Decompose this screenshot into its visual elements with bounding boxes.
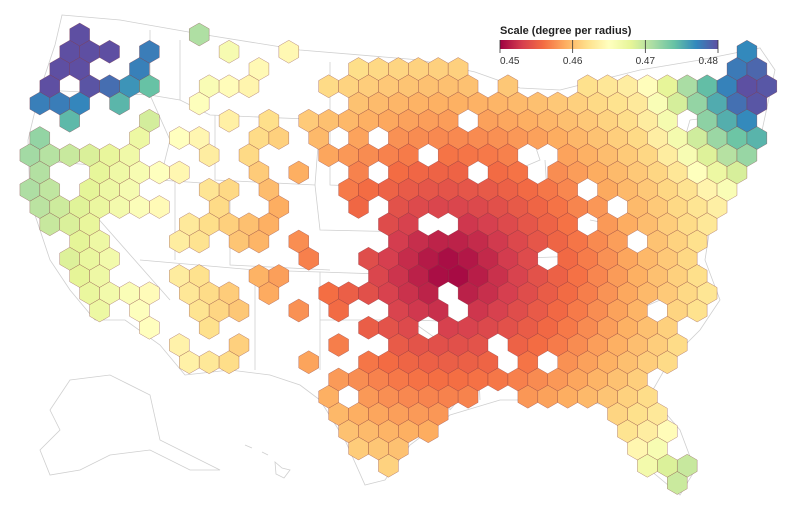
- hexbin-cell: [268, 126, 290, 150]
- legend-color-ramp: [500, 40, 718, 49]
- hexbin-cell: [657, 350, 678, 375]
- hexbin-cell: [288, 298, 309, 323]
- hexbin-layer: [19, 22, 778, 495]
- hexbin-cell: [378, 453, 399, 478]
- hexbin-cell: [109, 91, 130, 116]
- hexbin-cell: [198, 350, 220, 375]
- hexbin-cell: [278, 39, 300, 64]
- hexbin-cell: [139, 74, 160, 99]
- alaska-outline: [39, 374, 221, 476]
- hexbin-cell: [99, 39, 120, 64]
- legend-title: Scale (degree per radius): [500, 25, 632, 37]
- hexbin-cell: [298, 350, 319, 375]
- hexbin-cell: [238, 74, 260, 99]
- hexbin-cell: [348, 195, 369, 219]
- color-legend: Scale (degree per radius) 0.45 0.46 0.47 0.…: [499, 25, 719, 67]
- hexbin-cell: [318, 74, 339, 99]
- hexbin-cell: [169, 126, 190, 150]
- hexbin-cell: [218, 74, 240, 99]
- hexbin-cell: [298, 246, 319, 271]
- legend-axis: 0.45 0.46 0.47 0.48: [499, 40, 719, 67]
- hexbin-cell: [59, 143, 80, 168]
- hexbin-cell: [218, 350, 240, 375]
- hexbin-cell: [686, 298, 708, 323]
- hexbin-cell: [59, 108, 80, 133]
- hexbin-cell: [149, 195, 170, 219]
- hexbin-cell: [188, 91, 210, 116]
- hexbin-cell: [139, 315, 160, 340]
- hexbin-cell: [89, 298, 110, 323]
- hawaii-outline: [244, 444, 291, 479]
- legend-tick-label: 0.46: [563, 56, 583, 67]
- hexbin-cell: [218, 108, 240, 133]
- hexbin-cell: [198, 143, 220, 168]
- hexbin-cell: [667, 471, 688, 495]
- hexbin-cell: [169, 160, 190, 185]
- hexbin-cell: [218, 39, 240, 64]
- hexbin-cell: [188, 22, 210, 47]
- hexbin-cell: [188, 229, 210, 254]
- hexbin-cell: [457, 384, 479, 409]
- hexbin-cell: [328, 298, 349, 323]
- hexbin-cell: [288, 160, 309, 185]
- hexbin-cell: [328, 333, 349, 357]
- state-line-ne-ks: [314, 184, 411, 233]
- legend-tick-label: 0.45: [500, 56, 520, 67]
- state-line-ut-co: [229, 180, 331, 271]
- hexbin-cell: [248, 229, 270, 254]
- hexbin-cell: [258, 281, 280, 306]
- hexbin-cell: [418, 419, 439, 444]
- legend-tick-label: 0.47: [636, 56, 656, 67]
- legend-tick-label: 0.48: [699, 56, 719, 67]
- hexbin-cell: [228, 298, 250, 323]
- hexbin-cell: [198, 315, 220, 340]
